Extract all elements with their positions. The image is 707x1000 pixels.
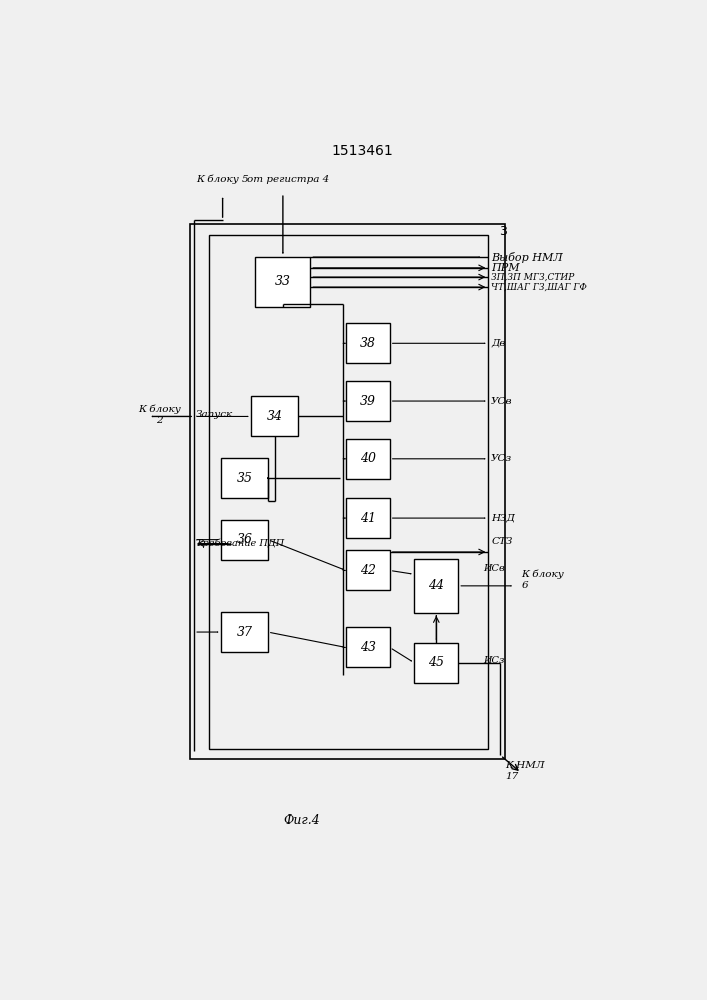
Bar [209, 235, 489, 749]
Text: Дв: Дв [491, 339, 506, 348]
Bar [346, 550, 390, 590]
Text: Запуск: Запуск [197, 410, 233, 419]
Text: 44: 44 [428, 579, 444, 592]
Text: 43: 43 [360, 641, 376, 654]
Bar [221, 612, 268, 652]
Bar [221, 520, 268, 560]
Text: К блоку: К блоку [521, 570, 564, 579]
Text: 37: 37 [237, 626, 252, 639]
Text: ИСв: ИСв [483, 564, 505, 573]
Text: 42: 42 [360, 564, 376, 577]
Text: СТЗ: СТЗ [491, 537, 513, 546]
Text: 1513461: 1513461 [332, 144, 393, 158]
Text: К НМЛ: К НМЛ [505, 761, 544, 770]
Text: К блоку: К блоку [139, 404, 181, 414]
Text: 17: 17 [505, 772, 518, 781]
Text: НЗД: НЗД [491, 514, 515, 523]
Bar [346, 323, 390, 363]
Text: 41: 41 [360, 512, 376, 525]
Bar [255, 257, 310, 307]
Text: 40: 40 [360, 452, 376, 465]
Text: 6: 6 [521, 581, 528, 590]
Bar [346, 439, 390, 479]
Bar [346, 627, 390, 667]
Text: УСв: УСв [491, 397, 513, 406]
Bar [189, 224, 505, 759]
Bar [346, 381, 390, 421]
Text: К блоку 5: К блоку 5 [197, 174, 249, 184]
Bar [414, 559, 458, 613]
Bar [346, 498, 390, 538]
Bar [221, 458, 268, 498]
Bar [414, 643, 458, 683]
Text: Фиг.4: Фиг.4 [284, 814, 320, 827]
Text: 3: 3 [499, 225, 507, 238]
Text: ЗП,ЗП МГЗ,СТИР: ЗП,ЗП МГЗ,СТИР [491, 273, 574, 282]
Text: 2: 2 [156, 416, 163, 425]
Text: 33: 33 [275, 275, 291, 288]
Text: ИСз: ИСз [483, 656, 504, 665]
Text: ЧТ,ШАГ ГЗ,ШАГ ГФ: ЧТ,ШАГ ГЗ,ШАГ ГФ [491, 283, 587, 292]
Text: ПРМ: ПРМ [491, 263, 520, 273]
Text: 45: 45 [428, 656, 444, 669]
Bar [252, 396, 298, 436]
Text: от регистра 4: от регистра 4 [247, 175, 329, 184]
Text: 38: 38 [360, 337, 376, 350]
Text: 39: 39 [360, 395, 376, 408]
Text: 35: 35 [237, 472, 252, 485]
Text: Требование ПДП: Требование ПДП [197, 539, 284, 548]
Text: УСз: УСз [491, 454, 513, 463]
Text: 36: 36 [237, 533, 252, 546]
Text: Выбор НМЛ: Выбор НМЛ [491, 252, 563, 263]
Text: 34: 34 [267, 410, 283, 423]
